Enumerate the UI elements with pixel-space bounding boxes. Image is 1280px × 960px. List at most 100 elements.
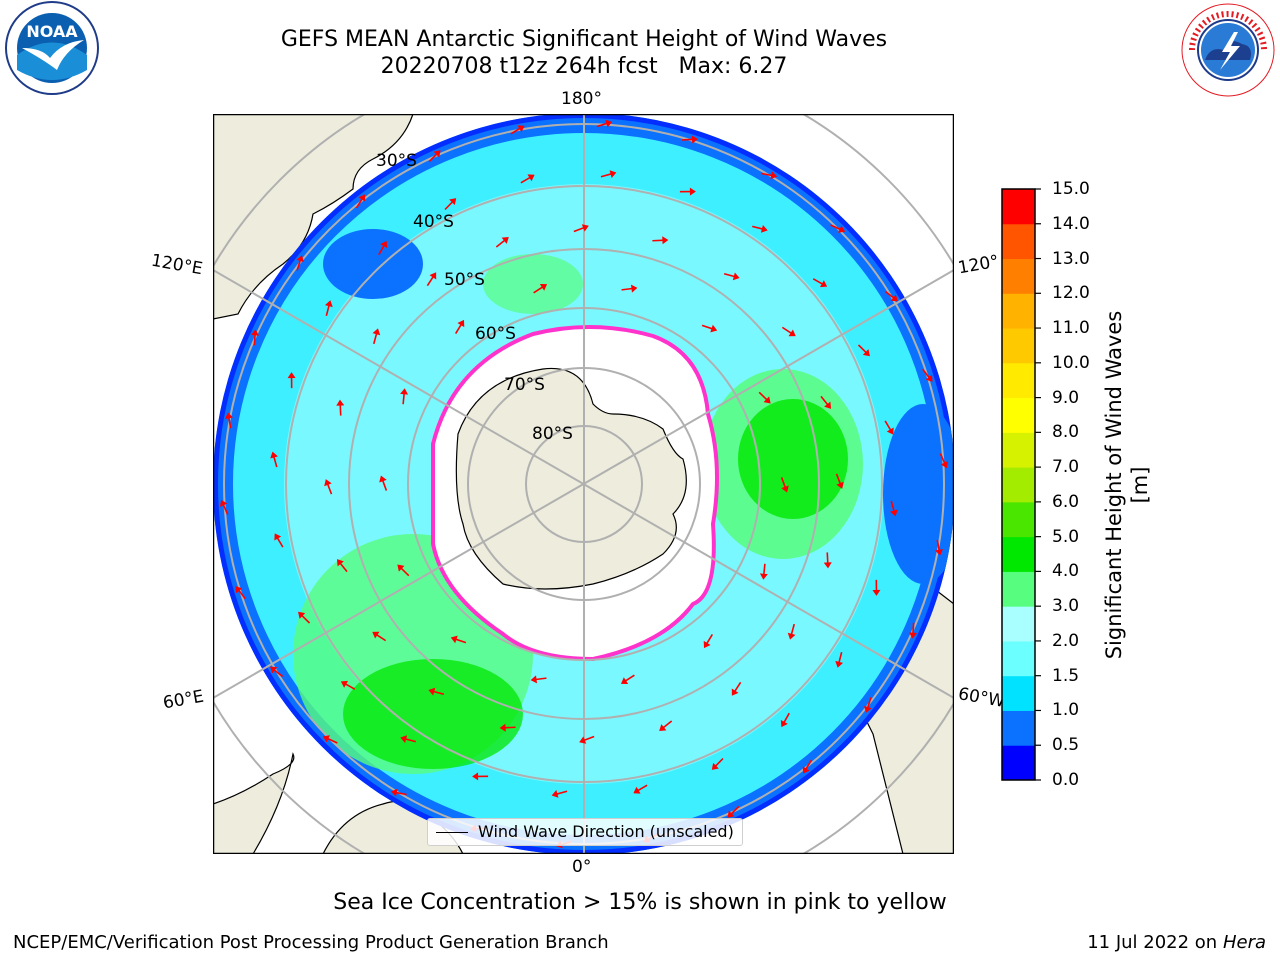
wave-arrow — [633, 784, 648, 794]
wave-arrow — [711, 757, 724, 770]
wave-arrow — [372, 328, 381, 345]
wave-arrow — [621, 284, 638, 293]
wave-arrow — [864, 697, 872, 713]
colorbar-tick-label: 1.0 — [1052, 700, 1080, 721]
noaa-logo: NOAA — [5, 1, 99, 95]
wave-arrow — [454, 319, 465, 334]
colorbar-tick-label: 9.0 — [1052, 387, 1080, 408]
wave-direction-arrows — [219, 119, 949, 849]
wave-arrow — [759, 563, 768, 580]
colorbar-band — [1002, 397, 1035, 433]
wave-arrow — [872, 579, 881, 596]
legend-label: Wind Wave Direction (unscaled) — [478, 822, 734, 841]
sea-ice-caption: Sea Ice Concentration > 15% is shown in … — [333, 890, 947, 915]
wave-arrow — [596, 119, 613, 128]
colorbar-tick-label: 6.0 — [1052, 491, 1080, 512]
wave-arrow — [787, 623, 796, 640]
nws-logo — [1181, 3, 1275, 97]
wave-arrow — [731, 681, 742, 696]
lon-label-0: 0° — [572, 857, 592, 877]
noaa-logo-text: NOAA — [26, 22, 78, 41]
colorbar-band — [1002, 328, 1035, 364]
colorbar-band — [1002, 189, 1035, 225]
colorbar-band — [1002, 640, 1035, 677]
wave-region-pacific-core — [738, 399, 848, 519]
wave-arrow — [652, 236, 669, 245]
lat-label-40s: 40°S — [413, 212, 454, 232]
colorbar-band — [1002, 606, 1035, 642]
wave-arrow — [428, 687, 445, 696]
chart-title: GEFS MEAN Antarctic Significant Height o… — [280, 27, 888, 52]
wave-arrow — [533, 284, 548, 294]
wave-arrow — [620, 674, 635, 684]
colorbar-tick-label: 1.5 — [1052, 665, 1080, 686]
colorbar-band — [1002, 501, 1035, 538]
footer-date: 11 Jul 2022 on Hera — [1087, 932, 1266, 953]
wave-arrow — [270, 666, 284, 678]
wave-arrow — [274, 533, 284, 548]
colorbar-tick-label: 0.5 — [1052, 735, 1080, 756]
wave-arrow — [659, 720, 673, 732]
wave-arrow — [355, 194, 366, 209]
wave-arrow — [428, 150, 441, 163]
map-legend: Wind Wave Direction (unscaled) — [427, 818, 743, 846]
wave-arrow — [758, 391, 771, 404]
wave-arrow — [397, 564, 410, 577]
colorbar-title: Significant Height of Wind Waves [m] — [1102, 310, 1152, 660]
wave-arrow — [909, 622, 917, 639]
colorbar-band — [1002, 467, 1035, 503]
colorbar-band — [1002, 362, 1035, 399]
wave-arrow — [444, 198, 457, 211]
colorbar-tick-label: 13.0 — [1052, 248, 1090, 269]
wave-region-indian-core — [343, 659, 523, 769]
polar-map — [213, 114, 954, 854]
colorbar-tick-label: 4.0 — [1052, 561, 1080, 582]
colorbar — [1001, 188, 1041, 781]
wave-arrow — [530, 675, 547, 684]
colorbar-band — [1002, 432, 1035, 468]
wave-arrow — [426, 272, 437, 287]
colorbar-tick-label: 5.0 — [1052, 526, 1080, 547]
wave-arrow — [551, 790, 568, 798]
wave-arrow — [324, 300, 333, 316]
wave-arrow — [336, 559, 348, 573]
wave-arrow — [499, 723, 516, 732]
wave-arrow — [761, 171, 778, 180]
wave-arrow — [270, 451, 278, 468]
wave-arrow — [340, 680, 356, 690]
wave-arrow — [723, 272, 740, 281]
wave-arrow — [890, 500, 898, 517]
wave-arrow — [495, 236, 509, 248]
colorbar-tick-label: 7.0 — [1052, 457, 1080, 478]
lat-label-50s: 50°S — [444, 270, 485, 290]
wave-arrow — [701, 324, 718, 333]
chart-subtitle: 20220708 t12z 264h fcst Max: 6.27 — [380, 54, 788, 79]
wave-arrow — [296, 255, 304, 271]
wave-arrow — [781, 326, 796, 337]
legend-line-symbol — [436, 832, 468, 833]
wave-arrow — [510, 125, 525, 135]
wave-arrow — [219, 499, 229, 515]
lon-label-60e: 60°E — [161, 686, 206, 714]
footer-credit: NCEP/EMC/Verification Post Processing Pr… — [13, 932, 609, 953]
wave-arrow — [379, 475, 388, 491]
wave-arrow — [378, 240, 388, 256]
colorbar-band — [1002, 571, 1035, 607]
wave-arrow — [287, 372, 296, 389]
wave-arrow — [235, 586, 246, 600]
wave-arrow — [679, 187, 696, 196]
footer-date-text: 11 Jul 2022 on — [1087, 932, 1223, 953]
lon-label-180: 180° — [561, 89, 602, 109]
wave-arrow — [884, 420, 894, 435]
wave-arrow — [298, 611, 311, 624]
colorbar-band — [1002, 293, 1035, 329]
wave-arrow — [400, 735, 416, 744]
wave-arrow — [372, 631, 387, 642]
wave-arrow — [812, 278, 828, 288]
colorbar-band — [1002, 745, 1035, 781]
colorbar-band — [1002, 223, 1035, 260]
wave-arrow — [939, 453, 949, 469]
colorbar-tick-label: 12.0 — [1052, 283, 1090, 304]
colorbar-tick-label: 3.0 — [1052, 596, 1080, 617]
wave-arrow — [820, 395, 832, 409]
